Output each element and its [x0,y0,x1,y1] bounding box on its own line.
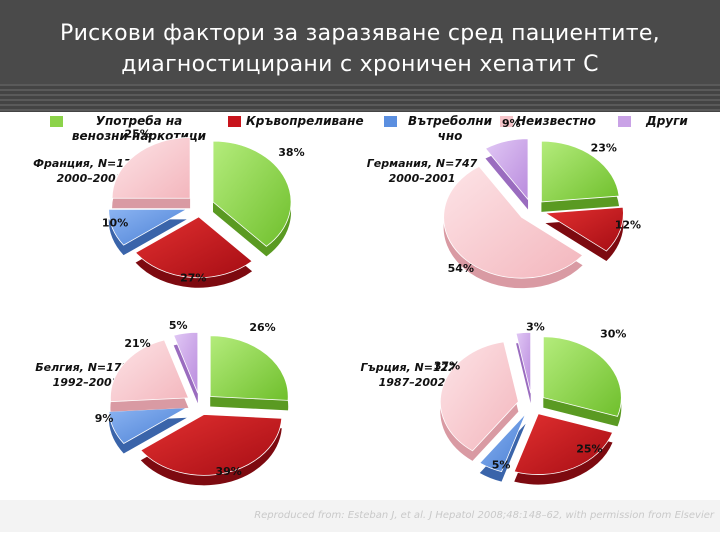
data-label-other-greece: 3% [526,321,545,334]
data-label-idu-greece: 30% [600,327,626,340]
slice-idu-germany [541,140,620,203]
pie-germany: 23% 12% 54% 9% [443,117,641,289]
slice-nosocomial-france [108,208,189,246]
footer: Reproduced from: Esteban J, et al. J Hep… [0,500,720,532]
slice-transfusion-belgium [140,414,283,476]
legend-item-transfusion: Кръвопреливане [246,114,372,129]
data-label-nosocomial-belgium: 9% [95,412,114,425]
data-label-transfusion-germany: 12% [615,219,641,232]
data-label-other-germany: 9% [502,117,521,130]
slice-other-germany [484,138,529,201]
slice-other-greece [515,331,532,394]
data-label-nosocomial-france: 10% [102,216,128,229]
data-label-transfusion-greece: 25% [576,443,602,456]
slice-other-belgium [173,331,199,394]
slice-idu-belgium [209,335,289,401]
data-label-idu-germany: 23% [591,141,617,154]
legend-swatch-other [618,116,631,127]
slide-title-line-1: Рискови фактори за заразяване сред пацие… [60,21,660,46]
slice-transfusion-germany [544,206,624,252]
legend-label-transfusion: Кръвопреливане [246,114,364,128]
legend-label-unknown: Неизвестно [516,114,596,128]
pie-label-belgium-line-2: 1992–2002 [52,376,120,389]
legend-swatch-nosocomial [384,116,397,127]
legend-label-idu-line-1: Употреба на [95,114,183,128]
data-label-idu-belgium: 26% [249,321,275,334]
pie-label-greece-line-2: 1987–2002 [378,376,446,389]
pie-label-greece: Гърция, N=1229 1987–2002 [342,360,482,390]
legend-label-nosocomial-line-2: чно [437,129,463,143]
pie-label-france-line-1: Франция, N=1769 [33,157,147,170]
data-label-transfusion-france: 27% [180,271,206,284]
data-label-unknown-france: 25% [124,128,150,141]
slice-transfusion-greece [513,413,614,475]
slice-idu-greece [542,336,622,417]
legend-swatch-transfusion [228,116,241,127]
pie-label-france: Франция, N=1769 2000–2001 [20,156,160,186]
legend-item-nosocomial: Вътреболни чно [400,114,500,144]
slice-nosocomial-belgium [108,407,188,444]
slide-title-line-2: диагностицирани с хроничен хепатит C [121,52,599,77]
legend: Употреба на венозни наркотици Кръвопрели… [0,112,720,148]
pie-label-germany-line-2: 2000–2001 [388,172,456,185]
title-bar: Рискови фактори за заразяване сред пацие… [0,0,720,112]
slice-unknown-france [111,137,191,199]
legend-label-nosocomial-line-1: Вътреболни [408,114,492,128]
title-bar-stripes [0,84,720,112]
slice-unknown-germany [443,165,584,279]
slice-idu-france [212,140,292,247]
data-label-unknown-greece: 37% [434,360,460,373]
slice-unknown-belgium [110,339,190,403]
data-label-unknown-belgium: 21% [124,337,150,350]
source-citation: Reproduced from: Esteban J, et al. J Hep… [254,510,714,521]
legend-swatch-unknown [500,116,513,127]
pie-label-germany-line-1: Германия, N=747 [366,157,478,170]
slide-title: Рискови фактори за заразяване сред пацие… [0,18,720,80]
legend-item-other: Други [646,114,696,129]
slice-unknown-greece [439,341,519,452]
data-label-unknown-germany: 54% [448,262,474,275]
pie-france: 38% 27% 10% 25% [102,128,305,288]
data-label-nosocomial-greece: 5% [492,459,511,472]
pie-label-germany: Германия, N=747 2000–2001 [352,156,492,186]
pie-label-belgium-line-1: Белгия, N=1726 [35,361,137,374]
slice-transfusion-france [134,216,253,279]
pie-label-greece-line-1: Гърция, N=1229 [360,361,464,374]
pie-belgium: 26% 39% 9% 21% 5% [95,319,289,486]
data-label-idu-france: 38% [278,146,304,159]
legend-label-other: Други [646,114,688,128]
slice-nosocomial-greece [479,413,527,473]
legend-item-unknown: Неизвестно [516,114,616,129]
data-label-transfusion-belgium: 39% [215,465,241,478]
pie-greece: 30% 25% 5% 37% 3% [434,321,626,485]
pie-label-belgium: Белгия, N=1726 1992–2002 [16,360,156,390]
pie-label-france-line-2: 2000–2001 [56,172,124,185]
data-label-other-belgium: 5% [169,319,188,332]
legend-swatch-idu [50,116,63,127]
